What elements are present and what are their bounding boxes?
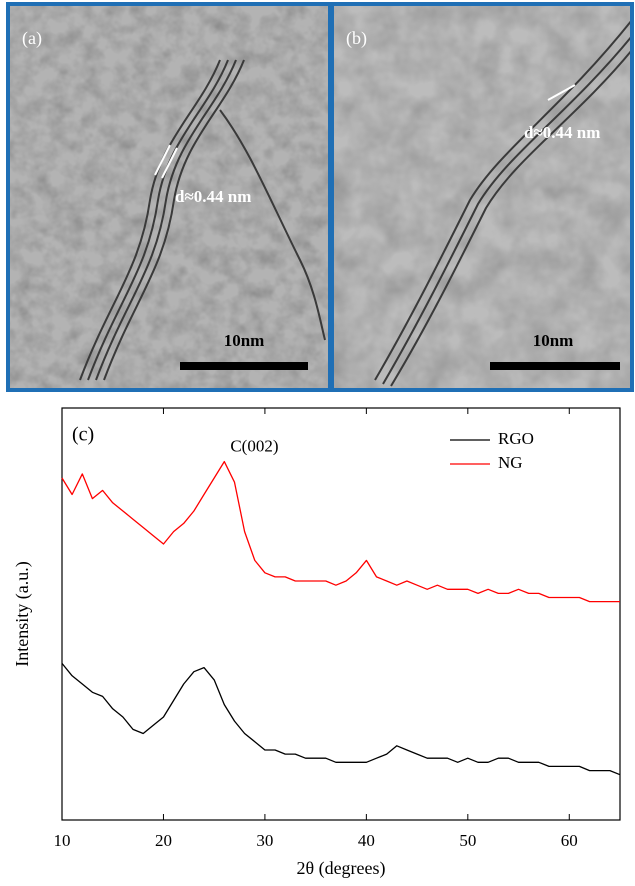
xrd-chart: (c) 2θ (degrees) Intensity (a.u.) 10 20 30…: [12, 407, 621, 879]
panel-border-b: [330, 2, 634, 392]
spacing-marker-b: [547, 84, 576, 101]
spacing-label: d≈0.44 nm: [524, 123, 600, 142]
series-line: [61, 662, 621, 776]
spacing-marker-a: [154, 144, 178, 179]
x-tick-label: 10: [54, 831, 71, 850]
plot-frame: [61, 407, 621, 821]
legend-label: RGO: [498, 429, 534, 448]
lattice-fringes-a: [79, 59, 326, 381]
spacing-label: d≈0.44 nm: [175, 187, 251, 206]
scale-label: 10nm: [224, 331, 265, 350]
scale-bar-a: [180, 362, 308, 370]
lattice-fringes-b: [374, 19, 633, 387]
x-tick-label: 30: [256, 831, 273, 850]
x-tick-label: 50: [459, 831, 476, 850]
legend-label: NG: [498, 453, 523, 472]
scale-label: 10nm: [533, 331, 574, 350]
series-line: [61, 460, 620, 603]
peak-annotation: C(002): [230, 436, 278, 455]
tem-texture-a: [8, 4, 330, 390]
panel-label: (c): [72, 424, 94, 446]
panel-label: (a): [22, 28, 42, 49]
x-axis-label: 2θ (degrees): [296, 858, 385, 879]
x-tick-label: 20: [155, 831, 172, 850]
x-tick-label: 40: [358, 831, 375, 850]
panel-label: (b): [346, 28, 367, 49]
x-tick-label: 60: [561, 831, 578, 850]
scale-bar-b: [490, 362, 620, 370]
y-axis-label: Intensity (a.u.): [12, 561, 33, 666]
